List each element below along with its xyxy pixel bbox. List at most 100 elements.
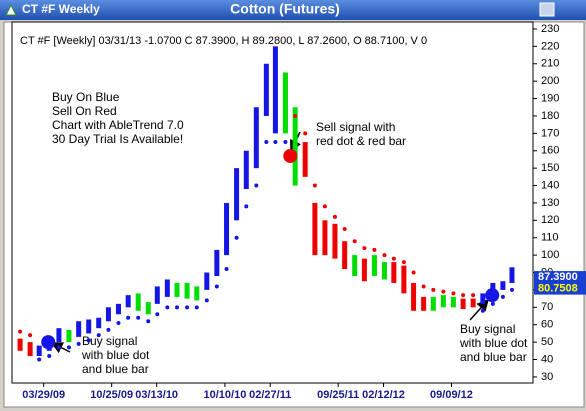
price-label-box — [534, 271, 586, 284]
x-tick-label: 09/25/11 — [317, 389, 359, 401]
ann-buy-right: with blue dot — [459, 336, 528, 350]
price-bar — [125, 295, 131, 308]
trend-dot — [342, 227, 347, 232]
price-bar — [411, 282, 417, 311]
trend-dot — [18, 329, 23, 334]
trend-dot — [96, 333, 101, 338]
x-tick-label: 10/10/10 — [204, 389, 247, 401]
y-tick-label: 200 — [541, 75, 559, 87]
signal-dot — [485, 288, 500, 303]
price-bar — [440, 295, 446, 308]
price-bar — [480, 293, 486, 304]
app-icon — [5, 3, 17, 16]
y-tick-label: 100 — [541, 249, 559, 261]
price-bar — [224, 202, 230, 256]
signal-dot — [41, 335, 56, 350]
price-bar — [421, 296, 427, 311]
price-bar — [76, 321, 82, 337]
y-tick-label: 120 — [541, 214, 559, 226]
trend-dot — [362, 246, 367, 251]
trend-dot — [234, 235, 239, 240]
y-tick-label: 170 — [541, 127, 559, 139]
price-bar — [214, 249, 220, 277]
trend-dot — [509, 287, 514, 292]
price-bar — [381, 262, 387, 280]
trend-dot — [185, 305, 190, 310]
price-bar — [56, 328, 62, 343]
price-label: 80.7508 — [538, 283, 578, 295]
price-bar — [204, 272, 210, 290]
price-bar — [401, 265, 407, 294]
trend-dot — [47, 354, 52, 359]
trend-dot — [421, 284, 426, 289]
y-tick-label: 220 — [541, 40, 559, 52]
price-bar — [322, 220, 328, 256]
buy-arrow-left — [50, 342, 71, 354]
trend-dot — [451, 291, 456, 296]
trend-dot — [332, 214, 337, 219]
x-tick-label: 10/25/09 — [90, 389, 133, 401]
x-tick-label: 02/27/11 — [249, 389, 291, 401]
trend-dot — [500, 294, 505, 299]
ann-legend: 30 Day Trial Is Available! — [52, 132, 183, 146]
price-bar — [243, 150, 249, 190]
price-bar — [460, 298, 466, 310]
trend-dot — [401, 260, 406, 265]
trend-dot — [76, 341, 81, 346]
ann-buy-left: and blue bar — [82, 362, 149, 376]
trend-dot — [411, 270, 416, 275]
price-bar — [292, 107, 298, 186]
trend-dot — [66, 345, 71, 350]
x-tick-label: 09/09/12 — [430, 389, 473, 401]
price-bar — [391, 262, 397, 283]
trend-dot — [126, 315, 131, 320]
trend-dot — [273, 140, 278, 145]
trend-dot — [254, 183, 259, 188]
y-tick-label: 190 — [541, 92, 559, 104]
trend-dot — [303, 131, 308, 136]
trend-dot — [382, 253, 387, 258]
y-tick-label: 230 — [541, 23, 559, 35]
trend-dot — [293, 113, 298, 118]
trend-dot — [461, 293, 466, 298]
price-bar — [17, 338, 23, 351]
price-bar — [66, 329, 72, 343]
trend-dot — [480, 308, 485, 313]
y-tick-label: 150 — [541, 162, 559, 174]
title-bar — [0, 0, 586, 20]
price-bar — [282, 72, 288, 134]
trend-dot — [224, 267, 229, 272]
signal-dot — [283, 148, 298, 163]
price-bar — [332, 223, 338, 259]
chart-title: Cotton (Futures) — [230, 1, 340, 17]
trend-dot — [264, 140, 269, 145]
price-bar — [263, 63, 269, 116]
ann-legend: Sell On Red — [52, 104, 117, 118]
price-bar — [115, 303, 121, 315]
ann-legend: Buy On Blue — [52, 90, 120, 104]
trend-dot — [283, 140, 288, 145]
y-tick-label: 50 — [541, 336, 553, 348]
trend-dot — [165, 305, 170, 310]
price-bar — [194, 286, 200, 301]
minimize-button[interactable] — [539, 2, 555, 17]
price-bar — [312, 202, 318, 256]
price-label-box — [534, 282, 586, 295]
trend-dot — [116, 320, 121, 325]
trend-dot — [391, 256, 396, 261]
ann-buy-right: Buy signal — [460, 322, 515, 336]
trend-dot — [175, 305, 180, 310]
y-tick-label: 160 — [541, 145, 559, 157]
y-tick-label: 140 — [541, 179, 559, 191]
trend-dot — [194, 305, 199, 310]
price-bar — [342, 241, 348, 270]
chart-subtitle: CT #F [Weekly] 03/31/13 -1.0700 C 87.390… — [20, 35, 427, 47]
price-bar — [500, 281, 506, 290]
price-bar — [509, 267, 515, 283]
trend-dot — [155, 312, 160, 317]
price-bar — [234, 168, 240, 221]
trend-dot — [37, 357, 42, 362]
trend-dot — [106, 327, 111, 332]
price-bar — [184, 282, 190, 299]
